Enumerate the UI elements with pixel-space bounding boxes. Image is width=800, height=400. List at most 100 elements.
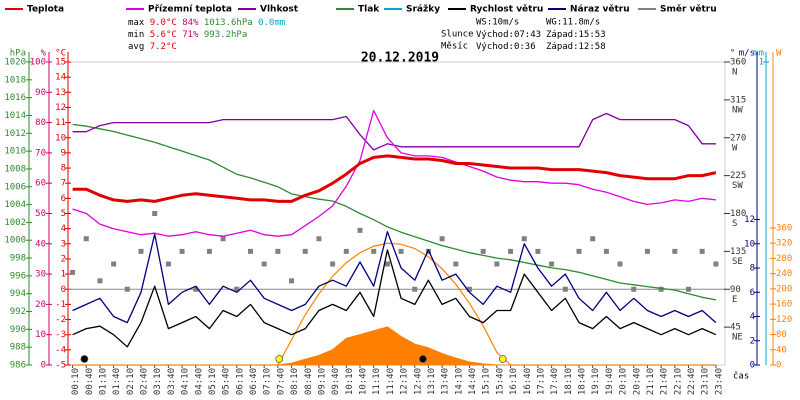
tick-label: 1 — [61, 270, 66, 280]
wind-direction-mark — [699, 248, 705, 254]
stat: 7.2°C — [150, 42, 177, 52]
x-tick-label: 04:40 — [194, 368, 204, 395]
tick-label: 160 — [776, 300, 792, 310]
tick-label: 14 — [55, 73, 66, 83]
tick-label: 12 — [55, 103, 66, 113]
stat-label: min — [128, 30, 144, 40]
tick-label: 996 — [10, 271, 26, 281]
wind-direction-mark — [603, 248, 609, 254]
tick-label: 992 — [10, 307, 26, 317]
wind-direction-mark — [453, 261, 459, 267]
wind-direction-mark — [398, 248, 404, 254]
x-tick-label: 09:10 — [317, 368, 327, 395]
tick-label: 360 — [776, 223, 792, 233]
tick-label: 994 — [10, 289, 26, 299]
x-tick-label: 07:10 — [263, 368, 273, 395]
x-tick-label: 23:10 — [701, 368, 711, 395]
legend-label: Rychlost větru — [470, 4, 543, 15]
wind-direction-mark — [617, 261, 623, 267]
wind-direction-mark — [316, 236, 322, 242]
wind-direction-mark — [576, 248, 582, 254]
axis-title: m/s — [739, 49, 755, 59]
tick-label: -4 — [55, 345, 66, 355]
wind-direction-mark — [357, 227, 363, 233]
axis-title: ° — [730, 49, 735, 59]
tick-label: 7 — [61, 179, 66, 189]
tick-label: 6 — [750, 288, 755, 298]
tick-label: 0 — [41, 361, 46, 371]
sunset: Západ:15:53 — [546, 30, 606, 40]
moon-label: Měsíc — [441, 42, 468, 52]
wind-direction-mark — [179, 248, 185, 254]
x-tick-label: 06:10 — [235, 368, 245, 395]
tick-label: 20 — [35, 300, 46, 310]
axis-title: W — [776, 49, 782, 59]
series-line — [72, 249, 717, 348]
tick-label: 4 — [61, 224, 66, 234]
x-tick-label: 00:10 — [71, 368, 81, 395]
wind-direction-mark — [644, 248, 650, 254]
x-tick-label: 07:40 — [276, 368, 286, 395]
tick-label: -1 — [55, 300, 66, 310]
tick-label: 13 — [55, 88, 66, 98]
stat: 9.0°C — [150, 18, 177, 28]
tick-label: 180 — [730, 209, 746, 219]
wind-direction-mark — [124, 286, 130, 292]
wind-direction-mark — [289, 278, 295, 284]
tick-label: 986 — [10, 361, 26, 371]
wind-direction-mark — [521, 236, 527, 242]
tick-label: 45 — [730, 323, 741, 333]
tick-label: 1000 — [4, 236, 26, 246]
x-tick-label: 18:10 — [564, 368, 574, 395]
legend-label: Teplota — [27, 5, 64, 15]
tick-label: 100 — [30, 58, 46, 68]
wind-direction-mark — [686, 286, 691, 292]
x-tick-label: 02:40 — [140, 368, 150, 395]
wind-speed-stat: WS:10m/s — [476, 18, 519, 28]
wind-direction-mark — [480, 248, 486, 254]
x-tick-label: 20:40 — [632, 368, 642, 395]
tick-label: 1008 — [4, 164, 26, 174]
time: 12:58 — [579, 42, 606, 52]
wind-direction-mark — [631, 286, 637, 292]
solar-max-line — [72, 242, 716, 366]
wind-direction-mark — [83, 236, 89, 242]
x-tick-label: 19:40 — [605, 368, 615, 395]
tick-label: 3 — [61, 239, 66, 249]
x-tick-label: 05:10 — [208, 368, 218, 395]
x-tick-label: 11:10 — [372, 368, 382, 395]
moonset: Západ:12:58 — [546, 42, 606, 52]
tick-label: N — [732, 68, 737, 78]
tick-label: 6 — [61, 194, 66, 204]
tick-label: S — [732, 219, 737, 229]
tick-label: 4 — [750, 312, 755, 322]
x-tick-label: 17:40 — [550, 368, 560, 395]
tick-label: 2 — [750, 336, 755, 346]
wind-direction-mark — [590, 236, 596, 242]
wind-direction-mark — [330, 261, 336, 267]
wind-direction-mark — [384, 261, 390, 267]
wind-gust-stat: WG:11.8m/s — [546, 18, 600, 28]
tick-label: NE — [732, 333, 743, 343]
wind-direction-mark — [467, 286, 472, 292]
stat-label: max — [128, 18, 145, 28]
x-tick-label: 09:40 — [331, 368, 341, 395]
tick-label: 70 — [35, 148, 46, 158]
wind-direction-mark — [193, 286, 199, 292]
tick-label: 10 — [744, 239, 755, 249]
wind-direction-mark — [562, 286, 568, 292]
tick-label: -2 — [55, 315, 66, 325]
legend-label: Přízemní teplota — [148, 5, 232, 15]
tick-label: 50 — [35, 209, 46, 219]
tick-label: -3 — [55, 330, 66, 340]
tick-label: 988 — [10, 343, 26, 353]
tick-label: 1016 — [4, 93, 26, 103]
x-tick-label: 21:40 — [660, 368, 670, 395]
wind-direction-mark — [302, 248, 308, 254]
wind-direction-mark — [220, 236, 226, 242]
wind-direction-mark — [234, 286, 240, 292]
tick-label: 80 — [776, 330, 787, 340]
x-tick-label: 13:10 — [427, 368, 437, 395]
stats-avg: avg 7.2°C — [128, 42, 177, 52]
wind-direction-mark — [658, 286, 664, 292]
